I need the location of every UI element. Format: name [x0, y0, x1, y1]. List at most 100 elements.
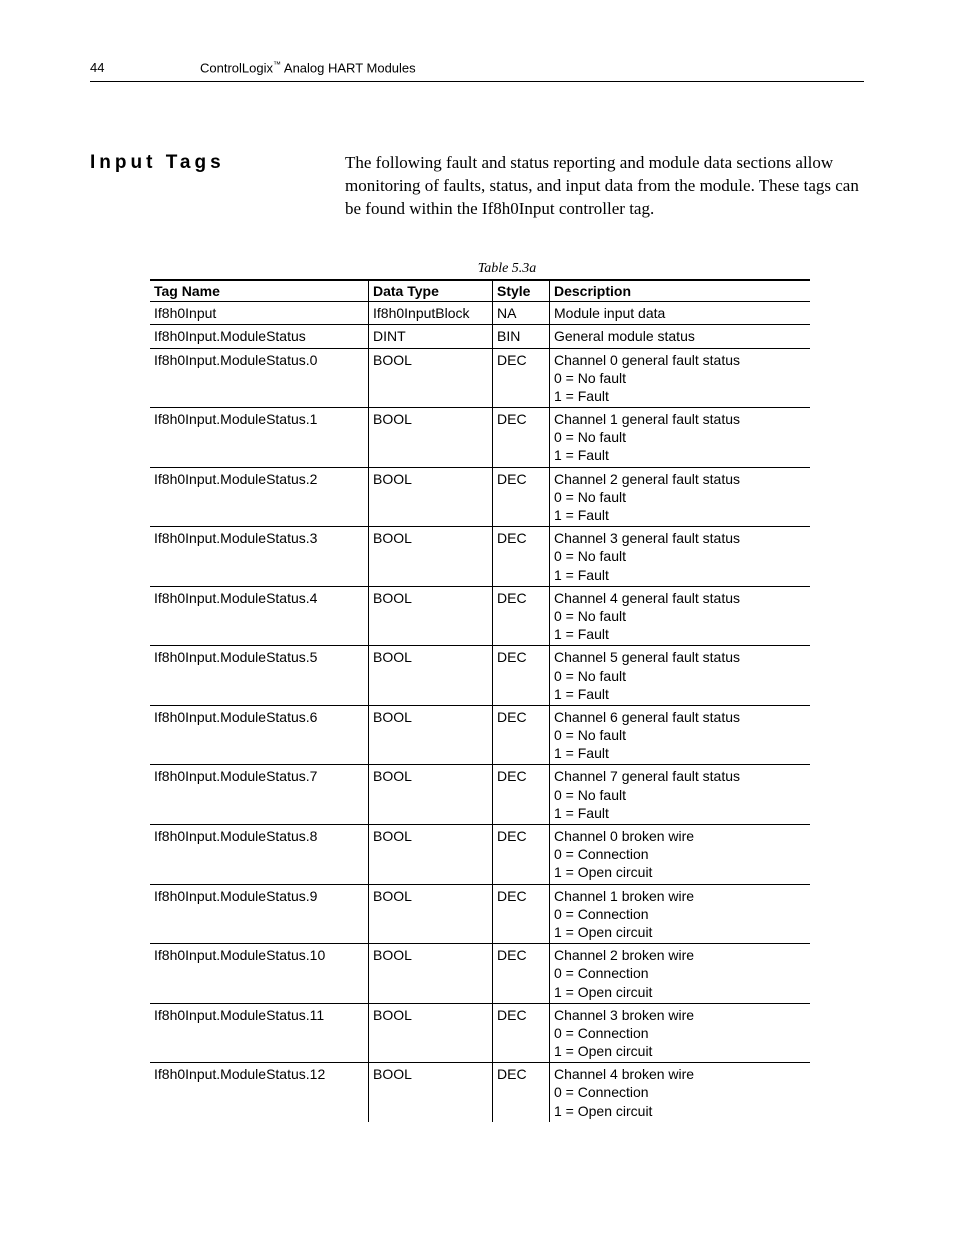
cell-datatype: BOOL: [369, 408, 493, 468]
cell-tagname: If8h0Input.ModuleStatus.9: [150, 884, 369, 944]
table-row: If8h0Input.ModuleStatus.1BOOLDECChannel …: [150, 408, 810, 468]
cell-style: DEC: [493, 705, 550, 765]
cell-style: BIN: [493, 325, 550, 348]
desc-line: 0 = No fault: [554, 726, 806, 744]
cell-description: Module input data: [550, 302, 811, 325]
cell-datatype: BOOL: [369, 765, 493, 825]
cell-tagname: If8h0Input.ModuleStatus.5: [150, 646, 369, 706]
cell-datatype: BOOL: [369, 467, 493, 527]
cell-description: Channel 0 broken wire0 = Connection1 = O…: [550, 825, 811, 885]
cell-datatype: BOOL: [369, 884, 493, 944]
cell-style: DEC: [493, 646, 550, 706]
cell-datatype: DINT: [369, 325, 493, 348]
table-row: If8h0Input.ModuleStatus.6BOOLDECChannel …: [150, 705, 810, 765]
doc-title: ControlLogix™ Analog HART Modules: [200, 60, 416, 75]
table-row: If8h0Input.ModuleStatus.9BOOLDECChannel …: [150, 884, 810, 944]
desc-line: Channel 6 general fault status: [554, 708, 806, 726]
section-body: The following fault and status reporting…: [345, 152, 864, 221]
cell-tagname: If8h0Input.ModuleStatus.1: [150, 408, 369, 468]
cell-style: DEC: [493, 1063, 550, 1122]
cell-style: DEC: [493, 884, 550, 944]
doc-title-post: Analog HART Modules: [281, 60, 416, 75]
cell-style: DEC: [493, 1003, 550, 1063]
col-header-style: Style: [493, 280, 550, 302]
section-intro: Input Tags The following fault and statu…: [90, 152, 864, 221]
desc-line: 0 = No fault: [554, 369, 806, 387]
desc-line: 0 = Connection: [554, 905, 806, 923]
cell-style: DEC: [493, 467, 550, 527]
cell-datatype: BOOL: [369, 646, 493, 706]
cell-style: DEC: [493, 825, 550, 885]
desc-line: Module input data: [554, 304, 806, 322]
desc-line: 0 = No fault: [554, 428, 806, 446]
col-header-tagname: Tag Name: [150, 280, 369, 302]
cell-tagname: If8h0Input.ModuleStatus.8: [150, 825, 369, 885]
cell-datatype: If8h0InputBlock: [369, 302, 493, 325]
table-row: If8h0Input.ModuleStatus.2BOOLDECChannel …: [150, 467, 810, 527]
desc-line: 1 = Fault: [554, 685, 806, 703]
cell-style: DEC: [493, 527, 550, 587]
table-body: If8h0InputIf8h0InputBlockNAModule input …: [150, 302, 810, 1122]
desc-line: General module status: [554, 327, 806, 345]
table-row: If8h0Input.ModuleStatus.12BOOLDECChannel…: [150, 1063, 810, 1122]
desc-line: 1 = Fault: [554, 387, 806, 405]
col-header-desc: Description: [550, 280, 811, 302]
desc-line: 1 = Fault: [554, 804, 806, 822]
desc-line: 0 = No fault: [554, 607, 806, 625]
table-row: If8h0Input.ModuleStatus.0BOOLDECChannel …: [150, 348, 810, 408]
cell-description: Channel 0 general fault status0 = No fau…: [550, 348, 811, 408]
cell-description: Channel 2 general fault status0 = No fau…: [550, 467, 811, 527]
cell-description: Channel 1 broken wire0 = Connection1 = O…: [550, 884, 811, 944]
cell-description: Channel 3 broken wire0 = Connection1 = O…: [550, 1003, 811, 1063]
desc-line: Channel 0 general fault status: [554, 351, 806, 369]
table-row: If8h0Input.ModuleStatus.7BOOLDECChannel …: [150, 765, 810, 825]
cell-description: Channel 1 general fault status0 = No fau…: [550, 408, 811, 468]
desc-line: 0 = Connection: [554, 845, 806, 863]
cell-datatype: BOOL: [369, 586, 493, 646]
table-row: If8h0Input.ModuleStatus.11BOOLDECChannel…: [150, 1003, 810, 1063]
desc-line: Channel 7 general fault status: [554, 767, 806, 785]
desc-line: Channel 4 general fault status: [554, 589, 806, 607]
cell-tagname: If8h0Input.ModuleStatus.12: [150, 1063, 369, 1122]
desc-line: 1 = Open circuit: [554, 1042, 806, 1060]
desc-line: 1 = Fault: [554, 744, 806, 762]
table-row: If8h0Input.ModuleStatusDINTBINGeneral mo…: [150, 325, 810, 348]
desc-line: Channel 1 general fault status: [554, 410, 806, 428]
table-caption: Table 5.3a: [90, 261, 864, 277]
desc-line: Channel 2 general fault status: [554, 470, 806, 488]
cell-datatype: BOOL: [369, 944, 493, 1004]
cell-style: DEC: [493, 348, 550, 408]
cell-tagname: If8h0Input.ModuleStatus.11: [150, 1003, 369, 1063]
section-title: Input Tags: [90, 152, 345, 221]
cell-tagname: If8h0Input.ModuleStatus.2: [150, 467, 369, 527]
cell-description: General module status: [550, 325, 811, 348]
table-row: If8h0Input.ModuleStatus.10BOOLDECChannel…: [150, 944, 810, 1004]
desc-line: 1 = Open circuit: [554, 923, 806, 941]
table-row: If8h0InputIf8h0InputBlockNAModule input …: [150, 302, 810, 325]
desc-line: 0 = Connection: [554, 1024, 806, 1042]
cell-tagname: If8h0Input: [150, 302, 369, 325]
cell-tagname: If8h0Input.ModuleStatus.3: [150, 527, 369, 587]
cell-description: Channel 4 broken wire0 = Connection1 = O…: [550, 1063, 811, 1122]
table-row: If8h0Input.ModuleStatus.3BOOLDECChannel …: [150, 527, 810, 587]
desc-line: 1 = Fault: [554, 506, 806, 524]
table-row: If8h0Input.ModuleStatus.5BOOLDECChannel …: [150, 646, 810, 706]
desc-line: 1 = Fault: [554, 446, 806, 464]
desc-line: 1 = Open circuit: [554, 983, 806, 1001]
cell-datatype: BOOL: [369, 705, 493, 765]
desc-line: 0 = No fault: [554, 488, 806, 506]
desc-line: 0 = Connection: [554, 1083, 806, 1101]
page: 44 ControlLogix™ Analog HART Modules Inp…: [0, 0, 954, 1182]
cell-tagname: If8h0Input.ModuleStatus: [150, 325, 369, 348]
desc-line: 0 = Connection: [554, 964, 806, 982]
cell-datatype: BOOL: [369, 1003, 493, 1063]
cell-description: Channel 4 general fault status0 = No fau…: [550, 586, 811, 646]
cell-style: NA: [493, 302, 550, 325]
desc-line: Channel 2 broken wire: [554, 946, 806, 964]
cell-description: Channel 3 general fault status0 = No fau…: [550, 527, 811, 587]
tags-table: Tag Name Data Type Style Description If8…: [150, 279, 810, 1122]
cell-style: DEC: [493, 586, 550, 646]
desc-line: Channel 3 broken wire: [554, 1006, 806, 1024]
cell-style: DEC: [493, 408, 550, 468]
table-header-row: Tag Name Data Type Style Description: [150, 280, 810, 302]
